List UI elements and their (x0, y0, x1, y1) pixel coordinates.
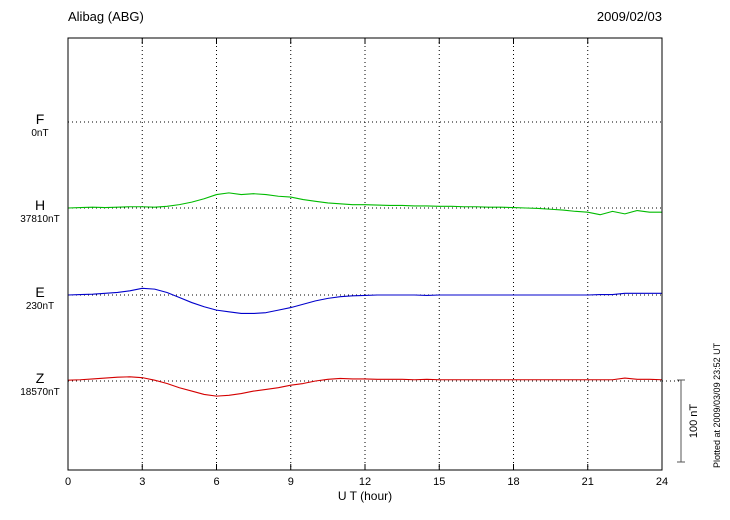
component-letter-F: F (36, 111, 45, 127)
tick-label-21: 21 (582, 476, 594, 488)
scale-bar: 100 nT (662, 379, 700, 463)
tick-label-15: 15 (433, 476, 445, 488)
tick-label-6: 6 (213, 476, 219, 488)
component-letter-E: E (35, 284, 44, 300)
grid (67, 38, 663, 470)
x-axis-title: U T (hour) (338, 489, 392, 503)
plot-frame (67, 37, 663, 471)
component-letter-Z: Z (36, 370, 45, 386)
tick-label-12: 12 (359, 476, 371, 488)
tick-label-18: 18 (507, 476, 519, 488)
component-baseline-label-H: 37810nT (20, 214, 59, 225)
date-label: 2009/02/03 (597, 9, 662, 24)
traces (67, 192, 663, 397)
tick-label-24: 24 (656, 476, 668, 488)
component-baseline-label-F: 0nT (31, 128, 48, 139)
trace-H (67, 192, 662, 216)
station-title: Alibag (ABG) (68, 9, 144, 24)
component-baseline-label-Z: 18570nT (20, 387, 59, 398)
scale-bar-label: 100 nT (688, 404, 700, 439)
trace-E (67, 287, 662, 315)
component-letter-H: H (35, 197, 45, 213)
tick-label-3: 3 (139, 476, 145, 488)
tick-label-9: 9 (288, 476, 294, 488)
trace-Z (67, 376, 663, 397)
plotted-note: Plotted at 2009/03/09 23:52 UT (712, 342, 722, 468)
tick-label-0: 0 (65, 476, 71, 488)
component-baseline-label-E: 230nT (26, 301, 54, 312)
